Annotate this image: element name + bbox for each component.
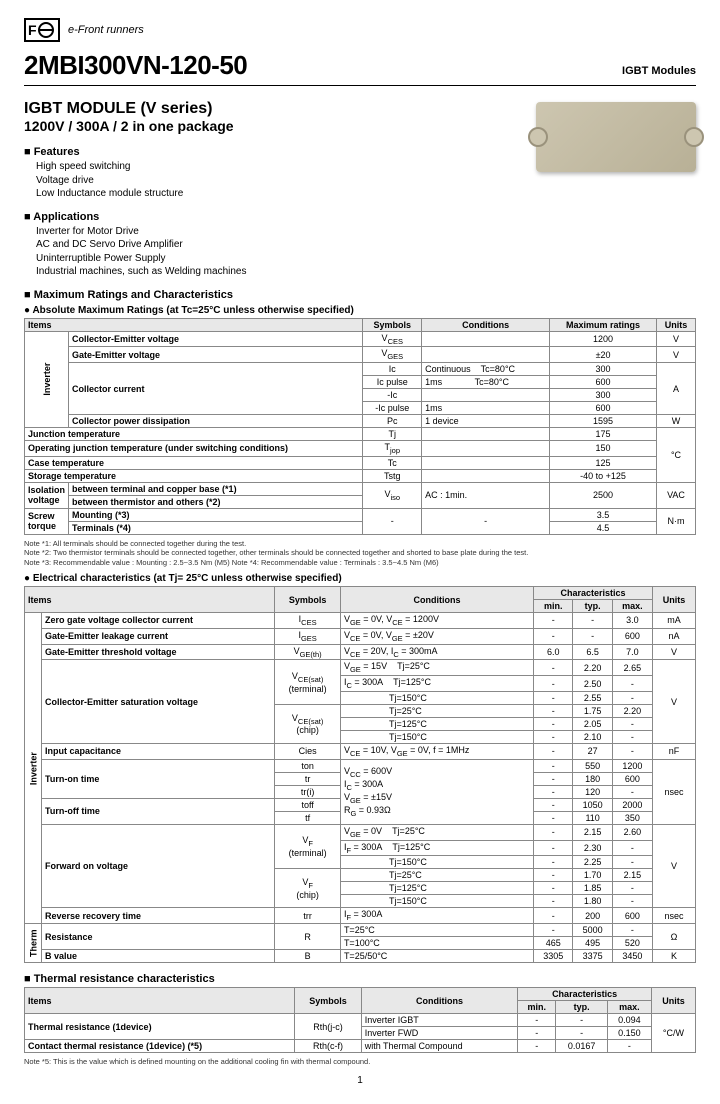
category-label: IGBT Modules <box>622 65 696 77</box>
part-number: 2MBI300VN-120-50 <box>24 50 247 81</box>
title-bar: 2MBI300VN-120-50 IGBT Modules <box>24 50 696 86</box>
max-ratings-heading: Maximum Ratings and Characteristics <box>24 289 696 301</box>
thermal-heading: Thermal resistance characteristics <box>24 973 696 985</box>
logo-icon: F <box>24 18 60 42</box>
list-item: Industrial machines, such as Welding mac… <box>36 265 536 279</box>
list-item: AC and DC Servo Drive Amplifier <box>36 238 536 252</box>
features-list: High speed switchingVoltage driveLow Ind… <box>36 160 536 201</box>
series-title: IGBT MODULE (V series) <box>24 100 536 118</box>
svg-text:F: F <box>28 22 37 38</box>
list-item: Inverter for Motor Drive <box>36 225 536 239</box>
notes-1: Note *1: All terminals should be connect… <box>24 539 696 567</box>
applications-list: Inverter for Motor DriveAC and DC Servo … <box>36 225 536 279</box>
list-item: Voltage drive <box>36 174 536 188</box>
notes-2: Note *5: This is the value which is defi… <box>24 1057 696 1066</box>
applications-heading: Applications <box>24 211 536 223</box>
list-item: Low Inductance module structure <box>36 187 536 201</box>
features-heading: Features <box>24 146 536 158</box>
page-number: 1 <box>24 1075 696 1086</box>
abs-max-table: ItemsSymbolsConditionsMaximum ratingsUni… <box>24 318 696 535</box>
list-item: High speed switching <box>36 160 536 174</box>
elec-char-table: ItemsSymbolsConditionsCharacteristicsUni… <box>24 586 696 963</box>
thermal-table: ItemsSymbolsConditionsCharacteristicsUni… <box>24 987 696 1053</box>
module-photo <box>536 102 696 172</box>
list-item: Uninterruptible Power Supply <box>36 252 536 266</box>
abs-max-heading: Absolute Maximum Ratings (at Tc=25°C unl… <box>24 305 696 316</box>
elec-char-heading: Electrical characteristics (at Tj= 25°C … <box>24 573 696 584</box>
header: F e-Front runners <box>24 18 696 42</box>
brand-text: e-Front runners <box>68 24 144 36</box>
spec-line: 1200V / 300A / 2 in one package <box>24 118 536 134</box>
